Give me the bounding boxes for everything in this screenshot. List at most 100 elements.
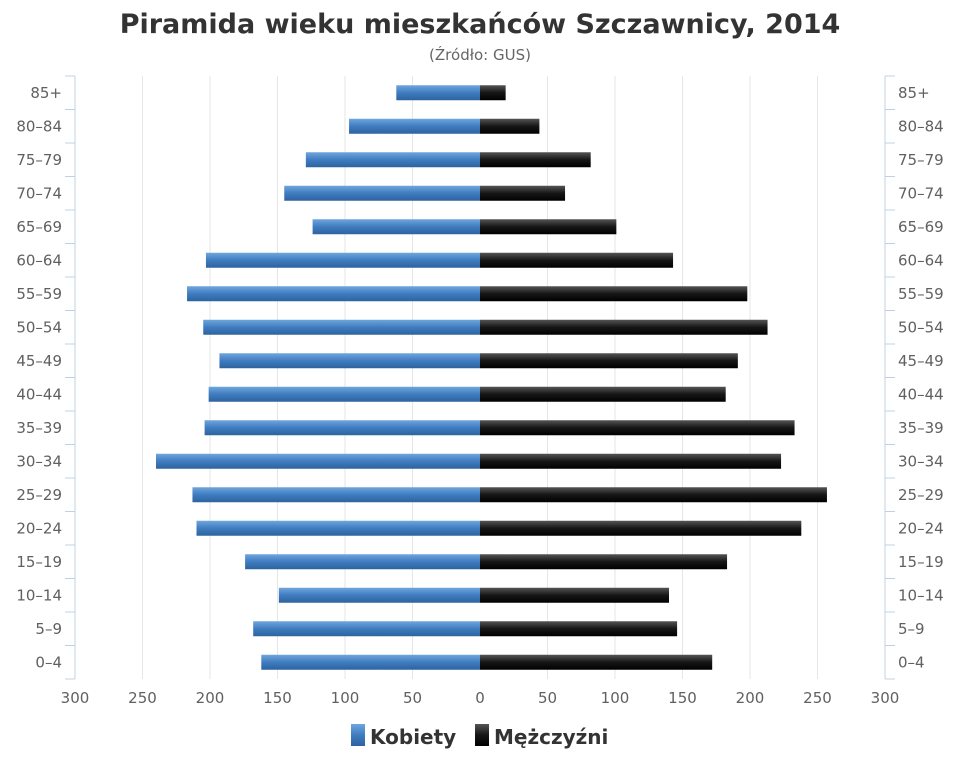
category-label: 80–84 xyxy=(16,117,62,135)
category-label: 70–74 xyxy=(16,184,62,202)
category-label: 55–59 xyxy=(898,285,944,303)
bar-mezczyzni[interactable] xyxy=(480,554,728,570)
category-label: 45–49 xyxy=(16,352,62,370)
bar-mezczyzni[interactable] xyxy=(480,286,748,302)
category-label: 35–39 xyxy=(16,419,62,437)
bar-mezczyzni[interactable] xyxy=(480,420,795,436)
category-label: 5–9 xyxy=(898,620,925,638)
category-label: 65–69 xyxy=(898,218,944,236)
bar-kobiety[interactable] xyxy=(312,219,480,235)
bar-kobiety[interactable] xyxy=(349,118,480,134)
category-label: 60–64 xyxy=(16,251,62,269)
bar-kobiety[interactable] xyxy=(208,386,480,402)
category-labels-left: 85+ 80–84 75–79 70–74 65–69 60–64 55–59 50–54 45… xyxy=(16,84,62,672)
x-tick-label: 150 xyxy=(668,689,697,707)
category-labels-right: 85+ 80–84 75–79 70–74 65–69 60–64 55–59 50–54 45… xyxy=(898,84,944,672)
bar-mezczyzni[interactable] xyxy=(480,152,591,168)
category-label: 35–39 xyxy=(898,419,944,437)
bar-kobiety[interactable] xyxy=(204,420,480,436)
category-label: 10–14 xyxy=(16,586,62,604)
legend-label-kobiety: Kobiety xyxy=(370,725,456,749)
category-label: 0–4 xyxy=(898,653,925,671)
category-label: 85+ xyxy=(30,84,62,102)
chart-title: Piramida wieku mieszkańców Szczawnicy, 2… xyxy=(120,9,841,40)
category-label: 25–29 xyxy=(898,486,944,504)
bar-kobiety[interactable] xyxy=(156,453,480,469)
category-label: 5–9 xyxy=(35,620,62,638)
bar-mezczyzni[interactable] xyxy=(480,386,726,402)
bar-kobiety[interactable] xyxy=(219,353,480,369)
category-label: 55–59 xyxy=(16,285,62,303)
grid-lines xyxy=(142,76,818,679)
category-label: 45–49 xyxy=(898,352,944,370)
bar-mezczyzni[interactable] xyxy=(480,487,827,503)
x-tick-label: 50 xyxy=(538,689,557,707)
category-label: 15–19 xyxy=(16,553,62,571)
bars xyxy=(156,85,827,670)
bar-kobiety[interactable] xyxy=(203,319,480,335)
legend: Kobiety Mężczyźni xyxy=(351,724,608,749)
bar-mezczyzni[interactable] xyxy=(480,621,678,637)
legend-swatch-mezczyzni xyxy=(475,724,489,746)
category-label: 40–44 xyxy=(898,385,944,403)
x-tick-label: 300 xyxy=(61,689,90,707)
bar-kobiety[interactable] xyxy=(396,85,480,101)
category-label: 75–79 xyxy=(16,151,62,169)
category-label: 60–64 xyxy=(898,251,944,269)
category-label: 10–14 xyxy=(898,586,944,604)
chart-subtitle: (Źródło: GUS) xyxy=(429,45,531,64)
bar-mezczyzni[interactable] xyxy=(480,319,768,335)
category-label: 85+ xyxy=(898,84,930,102)
legend-label-mezczyzni: Mężczyźni xyxy=(494,725,608,749)
x-tick-label: 50 xyxy=(403,689,422,707)
bar-mezczyzni[interactable] xyxy=(480,85,506,101)
category-label: 30–34 xyxy=(898,452,944,470)
bar-kobiety[interactable] xyxy=(284,185,480,201)
category-label: 65–69 xyxy=(16,218,62,236)
bar-kobiety[interactable] xyxy=(196,520,481,536)
x-tick-label: 250 xyxy=(128,689,157,707)
bar-mezczyzni[interactable] xyxy=(480,219,617,235)
bar-kobiety[interactable] xyxy=(253,621,480,637)
category-label: 15–19 xyxy=(898,553,944,571)
bar-mezczyzni[interactable] xyxy=(480,252,674,268)
x-tick-label: 300 xyxy=(871,689,900,707)
x-tick-label: 200 xyxy=(196,689,225,707)
bar-mezczyzni[interactable] xyxy=(480,118,540,134)
category-label: 50–54 xyxy=(16,318,62,336)
category-label: 70–74 xyxy=(898,184,944,202)
bar-kobiety[interactable] xyxy=(305,152,480,168)
x-tick-label: 250 xyxy=(803,689,832,707)
category-label: 40–44 xyxy=(16,385,62,403)
axes xyxy=(65,75,895,680)
bar-mezczyzni[interactable] xyxy=(480,654,713,670)
x-tick-label: 100 xyxy=(331,689,360,707)
category-label: 30–34 xyxy=(16,452,62,470)
x-tick-labels: 300 250 200 150 100 50 0 50 100 150 200 250 300 xyxy=(61,689,900,707)
bar-mezczyzni[interactable] xyxy=(480,353,738,369)
x-tick-label: 100 xyxy=(601,689,630,707)
bar-kobiety[interactable] xyxy=(278,587,480,603)
legend-item-kobiety[interactable]: Kobiety xyxy=(351,724,456,749)
x-tick-label: 200 xyxy=(736,689,765,707)
bar-kobiety[interactable] xyxy=(245,554,480,570)
bar-mezczyzni[interactable] xyxy=(480,587,669,603)
category-label: 20–24 xyxy=(898,519,944,537)
legend-item-mezczyzni[interactable]: Mężczyźni xyxy=(475,724,608,749)
category-label: 0–4 xyxy=(35,653,62,671)
category-label: 25–29 xyxy=(16,486,62,504)
x-tick-label: 0 xyxy=(475,689,485,707)
x-tick-label: 150 xyxy=(263,689,292,707)
bar-kobiety[interactable] xyxy=(205,252,480,268)
bar-mezczyzni[interactable] xyxy=(480,453,782,469)
bar-kobiety[interactable] xyxy=(192,487,480,503)
legend-swatch-kobiety xyxy=(351,724,365,746)
bar-mezczyzni[interactable] xyxy=(480,520,802,536)
category-label: 80–84 xyxy=(898,117,944,135)
bar-kobiety[interactable] xyxy=(261,654,480,670)
category-label: 75–79 xyxy=(898,151,944,169)
bar-mezczyzni[interactable] xyxy=(480,185,566,201)
category-label: 20–24 xyxy=(16,519,62,537)
bar-kobiety[interactable] xyxy=(187,286,481,302)
